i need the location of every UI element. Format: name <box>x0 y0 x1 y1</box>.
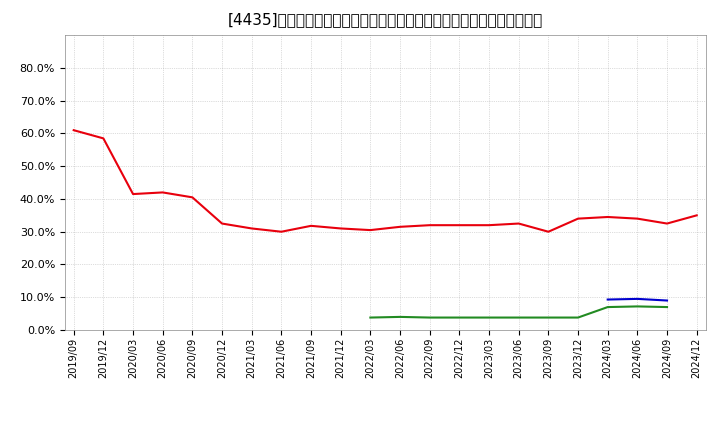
自己資本 <box>514 221 523 226</box>
自己資本 <box>307 223 315 228</box>
自己資本 <box>426 223 434 228</box>
繰延税金資産 <box>426 315 434 320</box>
繰延税金資産 <box>366 315 374 320</box>
のれん <box>603 297 612 302</box>
自己資本 <box>544 229 553 235</box>
自己資本 <box>455 223 464 228</box>
繰延税金資産 <box>455 315 464 320</box>
のれん <box>662 298 671 303</box>
自己資本 <box>217 221 226 226</box>
Line: 自己資本: 自己資本 <box>73 130 697 232</box>
繰延税金資産 <box>633 304 642 309</box>
自己資本 <box>99 136 108 141</box>
自己資本 <box>277 229 286 235</box>
自己資本 <box>485 223 493 228</box>
繰延税金資産 <box>574 315 582 320</box>
Line: 繰延税金資産: 繰延税金資産 <box>370 306 667 318</box>
自己資本 <box>188 194 197 200</box>
自己資本 <box>633 216 642 221</box>
繰延税金資産 <box>603 304 612 310</box>
自己資本 <box>574 216 582 221</box>
のれん <box>633 296 642 301</box>
自己資本 <box>336 226 345 231</box>
繰延税金資産 <box>514 315 523 320</box>
自己資本 <box>662 221 671 226</box>
自己資本 <box>603 214 612 220</box>
自己資本 <box>69 128 78 133</box>
自己資本 <box>366 227 374 233</box>
繰延税金資産 <box>544 315 553 320</box>
自己資本 <box>693 213 701 218</box>
自己資本 <box>396 224 405 229</box>
自己資本 <box>248 226 256 231</box>
自己資本 <box>129 191 138 197</box>
繰延税金資産 <box>396 314 405 319</box>
自己資本 <box>158 190 167 195</box>
Line: のれん: のれん <box>608 299 667 301</box>
Title: [4435]　自己資本、のれん、繰延税金資産の総資産に対する比率の推移: [4435] 自己資本、のれん、繰延税金資産の総資産に対する比率の推移 <box>228 12 543 27</box>
繰延税金資産 <box>485 315 493 320</box>
繰延税金資産 <box>662 304 671 310</box>
